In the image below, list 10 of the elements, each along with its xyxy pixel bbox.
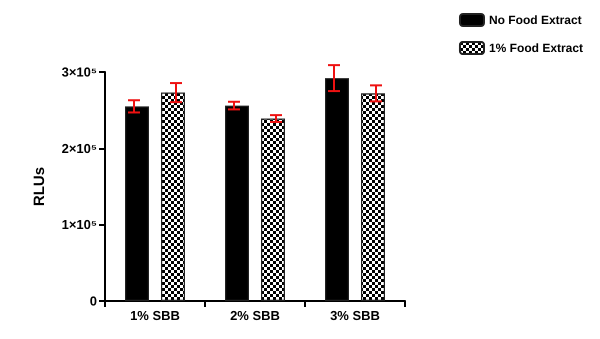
y-tick-label: 3×10⁵ [62, 64, 97, 80]
y-tick-label: 2×10⁵ [62, 140, 97, 156]
y-axis-title: RLUs [31, 166, 48, 206]
y-tick-label: 1×10⁵ [62, 217, 97, 232]
x-tick-label: 1% SBB [130, 308, 180, 323]
legend-label: 1% Food Extract [488, 41, 584, 55]
x-tick-label: 3% SBB [330, 308, 380, 323]
legend-label: No Food Extract [488, 13, 582, 27]
y-tick-label: 0 [90, 294, 97, 308]
x-tick-label: 2% SBB [230, 308, 280, 323]
